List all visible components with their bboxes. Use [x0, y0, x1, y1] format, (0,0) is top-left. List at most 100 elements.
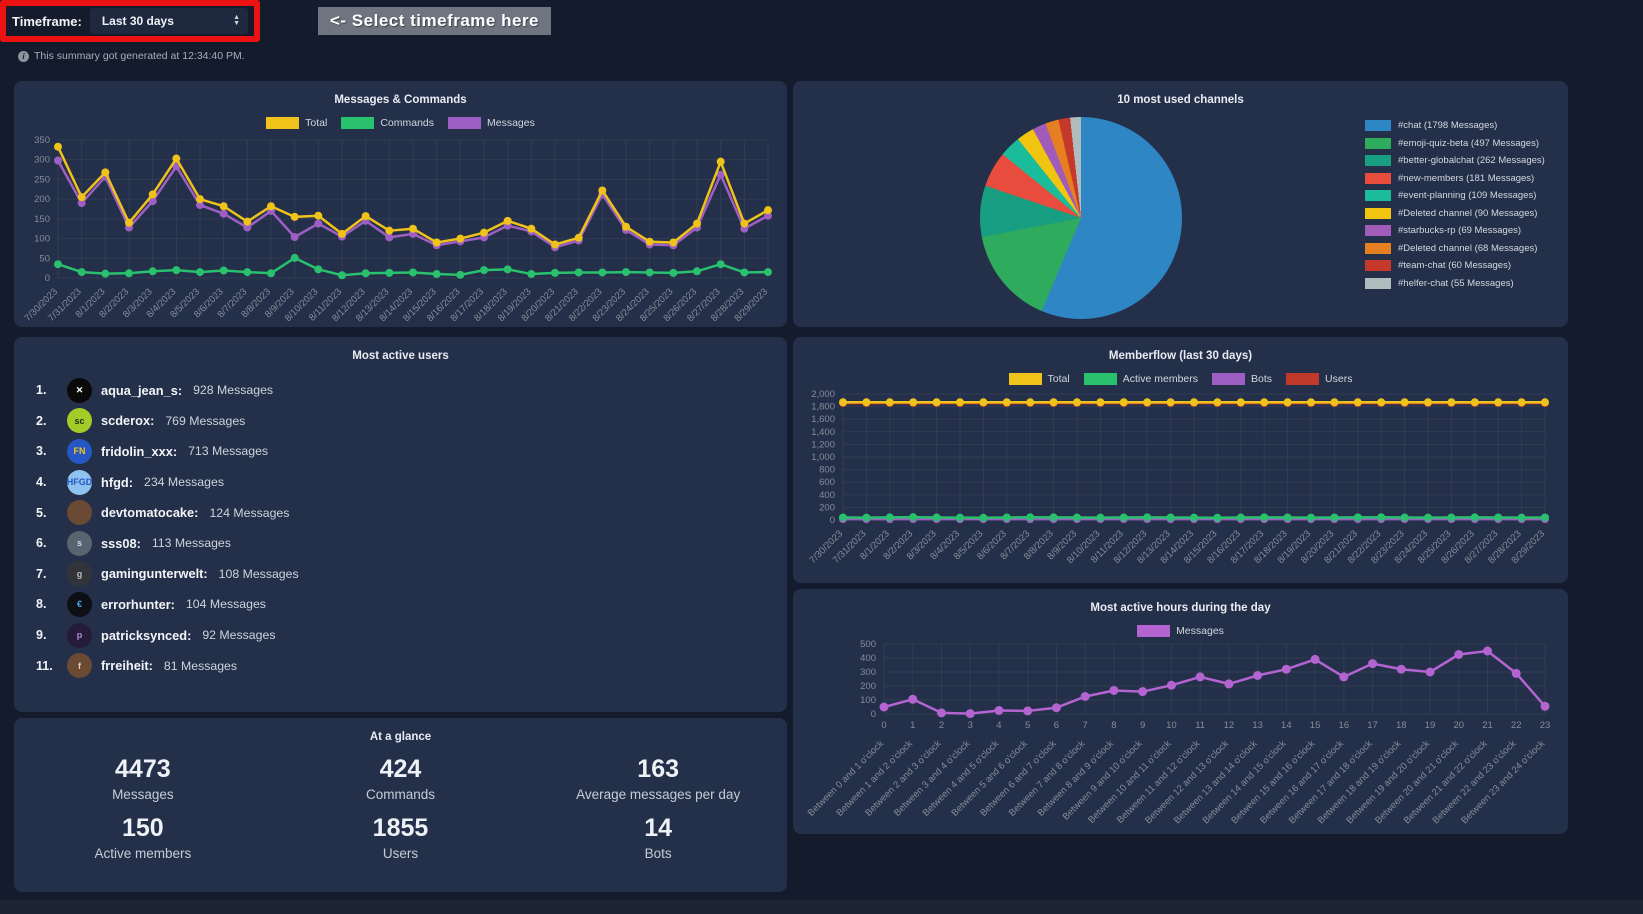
user-name: hfgd: — [101, 474, 133, 490]
user-rank: 1. — [36, 383, 47, 398]
legend-swatch — [266, 117, 300, 129]
avatar: g — [67, 561, 92, 587]
svg-text:500: 500 — [860, 639, 876, 650]
select-arrows-icon: ▲ ▼ — [233, 14, 240, 27]
stat-label: Active members — [94, 846, 192, 861]
panel-at-a-glance: At a glance 4473 Messages 424 Commands 163 Av… — [14, 718, 787, 892]
legend-item[interactable]: Users — [1286, 373, 1352, 385]
svg-text:250: 250 — [34, 174, 50, 185]
legend-item[interactable]: Total — [266, 117, 327, 129]
svg-text:1,800: 1,800 — [811, 402, 835, 413]
avatar: sc — [67, 408, 92, 434]
svg-text:12: 12 — [1224, 720, 1235, 731]
svg-text:50: 50 — [39, 253, 50, 264]
chart-title: Memberflow (last 30 days) — [1108, 350, 1253, 362]
svg-text:9: 9 — [1140, 720, 1145, 731]
svg-text:3: 3 — [968, 720, 973, 731]
legend-swatch — [1083, 373, 1117, 385]
user-row: 7. g gamingunterwelt: 108 Messages — [36, 559, 787, 590]
legend-swatch — [1365, 225, 1391, 236]
user-rank: 8. — [36, 597, 47, 612]
messages-commands-chart[interactable]: 0501001502002503003507/30/20237/31/20238… — [14, 130, 787, 324]
legend-item[interactable]: #Deleted channel (68 Messages) — [1365, 242, 1545, 254]
user-message-count: 108 Messages — [218, 566, 299, 581]
stat-label: Commands — [365, 787, 435, 802]
svg-text:19: 19 — [1425, 720, 1436, 731]
glance-stat: 4473 Messages — [14, 751, 272, 808]
legend-item[interactable]: Total — [1008, 373, 1070, 385]
legend-item[interactable]: #starbucks-rp (69 Messages) — [1365, 225, 1545, 236]
avatar: FN — [67, 438, 92, 464]
svg-text:5: 5 — [1025, 720, 1030, 731]
user-name: gamingunterwelt: — [101, 566, 208, 582]
svg-text:0: 0 — [871, 709, 876, 720]
svg-text:0: 0 — [45, 273, 50, 284]
legend-item[interactable]: #event-planning (109 Messages) — [1365, 190, 1545, 201]
user-name: scderox: — [101, 413, 155, 429]
active-hours-legend: Messages — [793, 624, 1568, 638]
user-name: sss08: — [101, 535, 141, 551]
legend-item[interactable]: Active members — [1083, 373, 1199, 385]
user-rank: 6. — [36, 536, 47, 551]
legend-item[interactable]: Commands — [341, 117, 434, 129]
user-message-count: 113 Messages — [151, 536, 231, 551]
legend-label: #Deleted channel (68 Messages) — [1398, 242, 1538, 254]
legend-swatch — [1365, 137, 1391, 149]
svg-text:18: 18 — [1396, 720, 1407, 731]
user-message-count: 769 Messages — [165, 413, 246, 428]
user-row: 3. FN fridolin_xxx: 713 Messages — [36, 436, 787, 467]
user-name: aqua_jean_s: — [101, 382, 183, 398]
avatar: p — [67, 622, 92, 648]
legend-item[interactable]: #chat (1798 Messages) — [1365, 120, 1545, 131]
legend-label: Bots — [1251, 373, 1273, 385]
legend-label: Messages — [1176, 625, 1224, 637]
user-rank: 7. — [36, 566, 47, 581]
user-message-count: 104 Messages — [185, 597, 266, 612]
user-row: 6. s sss08: 113 Messages — [36, 528, 787, 559]
legend-item[interactable]: #better-globalchat (262 Messages) — [1365, 155, 1545, 166]
svg-text:1,400: 1,400 — [811, 427, 835, 438]
legend-item[interactable]: Messages — [1137, 625, 1224, 637]
bottom-strip — [0, 900, 1643, 914]
legend-swatch — [1365, 277, 1391, 289]
legend-label: #better-globalchat (262 Messages) — [1398, 155, 1545, 166]
legend-swatch — [1365, 260, 1391, 271]
legend-item[interactable]: #emoji-quiz-beta (497 Messages) — [1365, 137, 1545, 149]
legend-item[interactable]: #team-chat (60 Messages) — [1365, 260, 1545, 271]
legend-item[interactable]: #helfer-chat (55 Messages) — [1365, 277, 1545, 289]
legend-label: Active members — [1122, 373, 1199, 385]
timeframe-select[interactable]: Last 30 days ▲ ▼ — [89, 8, 248, 34]
legend-item[interactable]: Bots — [1212, 373, 1272, 385]
avatar: € — [67, 591, 92, 617]
stat-value: 14 — [644, 814, 673, 842]
user-rank: 4. — [36, 475, 47, 490]
stat-label: Average messages per day — [576, 787, 741, 802]
user-name: frreiheit: — [101, 658, 153, 674]
svg-text:350: 350 — [34, 135, 50, 146]
legend-label: Total — [1047, 373, 1070, 385]
legend-swatch — [1212, 373, 1246, 385]
user-message-count: 92 Messages — [202, 628, 276, 643]
channels-pie-chart[interactable] — [980, 117, 1182, 319]
user-name: fridolin_xxx: — [101, 443, 178, 459]
legend-label: #starbucks-rp (69 Messages) — [1398, 225, 1522, 236]
avatar — [67, 500, 92, 526]
legend-item[interactable]: #new-members (181 Messages) — [1365, 172, 1545, 184]
svg-text:600: 600 — [819, 477, 835, 488]
legend-item[interactable]: #Deleted channel (90 Messages) — [1365, 207, 1545, 219]
stat-value: 150 — [121, 814, 164, 842]
legend-swatch — [1365, 120, 1391, 131]
user-row: 2. sc scderox: 769 Messages — [36, 406, 787, 437]
svg-text:400: 400 — [860, 653, 876, 664]
legend-item[interactable]: Messages — [448, 117, 535, 129]
legend-label: #helfer-chat (55 Messages) — [1398, 277, 1514, 289]
chart-title: Most active hours during the day — [1090, 602, 1271, 614]
stat-value: 163 — [637, 755, 680, 783]
svg-text:21: 21 — [1482, 720, 1493, 731]
svg-text:20: 20 — [1453, 720, 1464, 731]
avatar: HFGD — [67, 469, 92, 495]
svg-text:16: 16 — [1339, 720, 1350, 731]
stat-label: Messages — [112, 787, 174, 802]
